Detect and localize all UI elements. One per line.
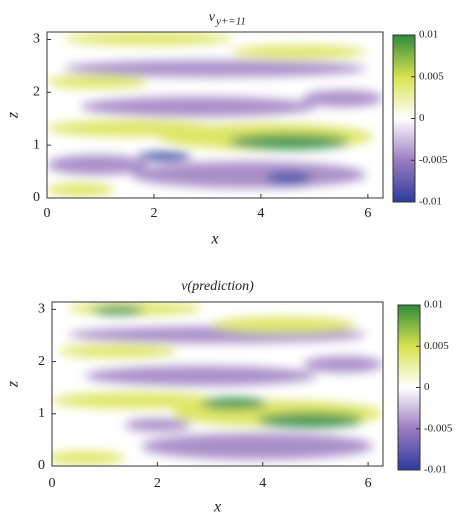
colorbar-tick-label: 0 [419,112,425,124]
field-blob [200,397,268,411]
y-tick-label: 1 [33,137,40,152]
field-blob [265,171,313,185]
heatmap-field [52,302,383,466]
field-blob [302,90,383,107]
colorbar-tick-label: 0.005 [424,340,449,352]
field-blob [63,60,367,77]
colorbar-tick-label: -0.005 [419,154,448,166]
y-tick-label: 2 [33,85,40,100]
field-blob [141,433,374,460]
chart-title: v(prediction) [181,279,254,294]
field-blob [228,133,350,150]
x-tick-label: 4 [259,476,266,491]
field-blobs [52,302,383,465]
field-blob [231,45,367,59]
field-blob [58,344,178,358]
field-blobs [47,32,383,197]
colorbar-tick-label: 0.01 [419,29,438,41]
x-tick-label: 6 [365,476,372,491]
field-blob [80,96,316,117]
field-blob [47,183,115,197]
x-tick-label: 6 [364,206,371,221]
field-blob [137,151,192,162]
x-tick-label: 2 [150,206,157,221]
y-tick-label: 0 [38,458,45,473]
colorbar-tick-label: -0.01 [419,196,442,208]
colorbar-tick-label: 0.005 [419,70,444,82]
colorbar-tick-label: 0.01 [424,299,443,311]
field-blob [52,392,218,409]
x-axis-label: x [210,231,218,248]
chart-title: v [209,10,216,25]
y-axis-label: z [5,111,22,119]
y-tick-label: 0 [33,190,40,205]
y-tick-label: 1 [38,406,45,421]
panel: v(prediction) 0 2 4 6 0 1 2 3 x z 0.01 0.005 0 -0.005 -… [5,279,453,515]
heatmap-field [47,32,383,198]
plot-frame [46,31,384,199]
field-blob [257,411,364,429]
y-tick-label: 2 [38,354,45,369]
field-blob [124,418,192,432]
field-blob [91,305,145,316]
colorbar-tick-label: -0.005 [424,422,453,434]
chart-title-subscript: y+=11 [215,16,246,28]
field-blob [52,451,125,465]
field-blob [303,356,383,373]
colorbar-tick-label: -0.01 [424,464,447,476]
field-blob [85,365,317,386]
field-blob [63,32,232,46]
x-tick-label: 0 [44,206,51,221]
field-blob [210,316,357,334]
x-tick-label: 0 [49,476,56,491]
field-blob [47,75,148,89]
x-axis-label: x [213,499,221,516]
y-axis-label: z [5,380,22,388]
y-tick-label: 3 [38,302,45,317]
x-tick-label: 4 [257,206,264,221]
plot-frame [51,301,384,467]
x-tick-label: 2 [154,476,161,491]
field-blob [131,161,367,189]
field-blob [47,154,148,175]
y-tick-label: 3 [33,32,40,47]
panel: v y+=11 0 2 4 6 0 1 2 3 x z 0.01 0.005 0 -0.005 -0.01 [5,10,448,247]
colorbar-tick-label: 0 [424,381,430,393]
